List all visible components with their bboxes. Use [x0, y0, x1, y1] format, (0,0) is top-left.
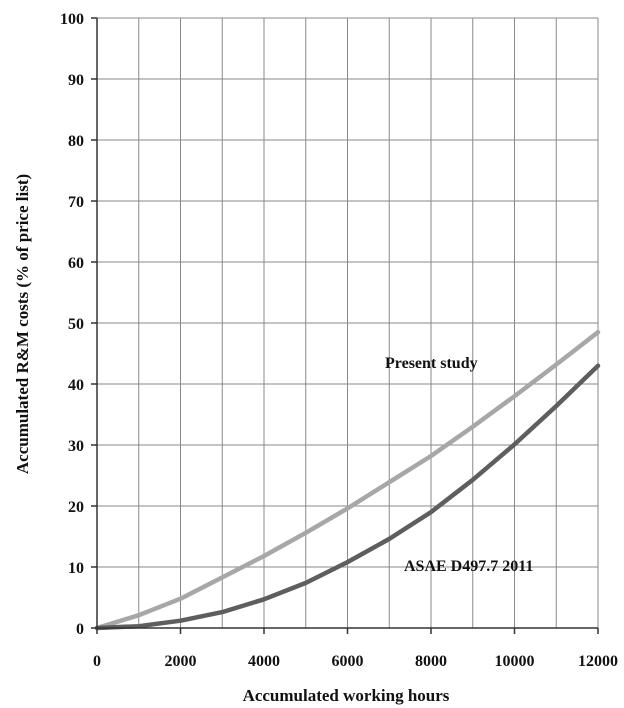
series-layer	[94, 329, 601, 631]
series-line-asae	[94, 363, 601, 631]
y-axis-title: Accumulated R&M costs (% of price list)	[13, 174, 32, 474]
x-tick-label: 2000	[165, 653, 197, 670]
y-tick-label: 60	[68, 255, 84, 272]
y-tick-label: 50	[68, 316, 84, 333]
x-tick-label: 8000	[415, 653, 447, 670]
series-line-present-study	[94, 329, 601, 631]
x-tick-label: 0	[93, 653, 101, 670]
x-tick-label: 4000	[248, 653, 280, 670]
y-tick-label: 0	[76, 621, 84, 638]
x-tick-label: 6000	[332, 653, 364, 670]
y-tick-label: 30	[68, 438, 84, 455]
y-tick-label: 40	[68, 377, 84, 394]
y-tick-label: 90	[68, 72, 84, 89]
x-axis-title: Accumulated working hours	[243, 686, 450, 705]
x-tick-label: 10000	[495, 653, 535, 670]
y-tick-label: 100	[60, 11, 84, 28]
x-tick-label: 12000	[578, 653, 618, 670]
tick-labels: 0 10 20 30 40 50 60 70 80 90 100 0 2000 4000 6000 8000 1…	[60, 11, 618, 670]
series-label-asae: ASAE D497.7 2011	[404, 558, 533, 575]
grid	[97, 17, 599, 628]
y-tick-label: 70	[68, 194, 84, 211]
y-tick-label: 10	[68, 560, 84, 577]
y-tick-label: 80	[68, 133, 84, 150]
y-tick-label: 20	[68, 499, 84, 516]
series-label-present-study: Present study	[385, 355, 478, 372]
axes	[91, 17, 599, 634]
